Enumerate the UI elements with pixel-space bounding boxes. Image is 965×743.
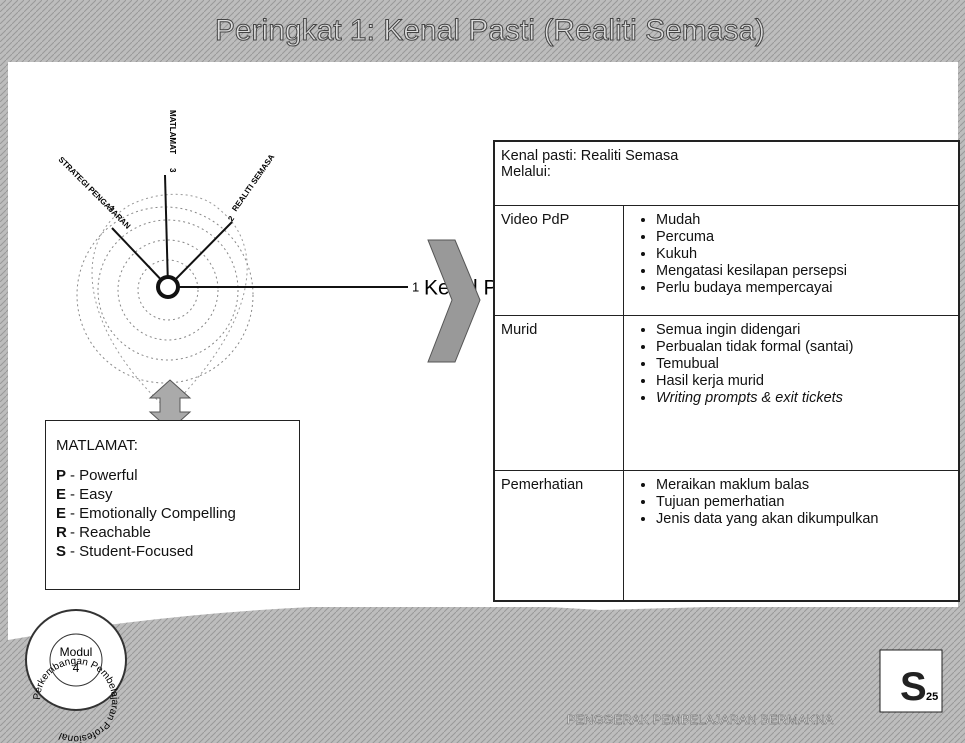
table-row: PemerhatianMeraikan maklum balasTujuan p… [494,470,959,601]
goal-text: - Emotionally Compelling [70,505,236,522]
bullet-item: Perlu budaya mempercayai [656,280,926,297]
module-badge: Perkembangan Pembelajaran Profesional Mo… [25,609,127,743]
bullet-item: Writing prompts & exit tickets [656,390,926,407]
spoke-number: 2 [226,214,236,223]
row-label: Pemerhatian [494,470,624,601]
goal-item: S- Student-Focused [56,542,289,561]
goal-letter: S [56,543,67,560]
goal-item: E- Easy [56,485,289,504]
bullet-list: Semua ingin didengariPerbualan tidak for… [630,322,952,407]
goal-text: - Reachable [70,524,151,541]
center-number: 1 [412,279,419,294]
table-header: Kenal pasti: Realiti Semasa Melalui: [494,141,959,206]
goal-letter: E [56,486,67,503]
spoke-label: MATLAMAT [168,110,177,154]
spoke-number: 3 [168,168,177,173]
svg-text:S: S [900,665,927,709]
target-center [156,275,180,299]
header-line: Kenal pasti: Realiti Semasa [501,148,679,164]
bullet-item: Hasil kerja murid [656,373,926,390]
table-row: Video PdPMudahPercumaKukuhMengatasi kesi… [494,205,959,316]
goal-text: - Powerful [70,467,138,484]
bullet-item: Temubual [656,356,926,373]
goal-box: MATLAMAT: P- Powerful E - Easy E - Emotional… [45,420,300,590]
table: Kenal pasti: Realiti Semasa Melalui: Vid… [494,141,959,601]
table-header-row: Kenal pasti: Realiti Semasa Melalui: [494,141,959,206]
row-label: Murid [494,315,624,471]
goal-text: - Student-Focused [70,543,194,560]
bullet-item: Semua ingin didengari [656,322,926,339]
goal-item: E- Emotionally Compelling [56,504,289,523]
bullet-item: Kukuh [656,246,926,263]
header-line: Melalui: [501,164,551,180]
row-label: Video PdP [494,205,624,316]
table-body: Kenal pasti: Realiti Semasa Melalui: Vid… [494,141,959,601]
bullet-item: Mudah [656,212,926,229]
bullet-list: Meraikan maklum balasTujuan pemerhatianJ… [630,477,952,528]
goal-item: R- Reachable [56,523,289,542]
badge-label: Modul [60,645,93,659]
goal-letter: E [56,505,67,522]
badge-number: 4 [73,661,80,675]
footer-logo: S 25 [879,649,943,713]
goal-text: - Easy [70,486,113,503]
bullet-item: Jenis data yang akan dikumpulkan [656,511,926,528]
footer-text: PENGGERAK PEMBELAJARAN BERMAKNA [567,712,834,727]
goal-item: P- Powerful [56,466,289,485]
logo-number: 25 [926,691,938,703]
row-items: MudahPercumaKukuhMengatasi kesilapan per… [623,205,959,316]
bullet-item: Mengatasi kesilapan persepsi [656,263,926,280]
spoke-number: 4 [107,203,117,213]
row-items: Meraikan maklum balasTujuan pemerhatianJ… [623,470,959,601]
chevron-arrow [427,239,481,363]
bullet-item: Perbualan tidak formal (santai) [656,339,926,356]
spokes [111,174,408,288]
table-row: MuridSemua ingin didengariPerbualan tida… [494,315,959,471]
goal-title: MATLAMAT: [56,437,138,454]
goal-items: P- Powerful E - Easy E - Emotionally Compell… [56,466,289,561]
bullet-item: Percuma [656,229,926,246]
bullet-list: MudahPercumaKukuhMengatasi kesilapan per… [630,212,952,297]
title: Peringkat 1: Kenal Pasti (Realiti Semasa… [215,14,765,47]
method-table: Kenal pasti: Realiti Semasa Melalui: Vid… [493,140,960,602]
row-items: Semua ingin didengariPerbualan tidak for… [623,315,959,471]
goal-letter: P [56,467,67,484]
goal-letter: R [56,524,67,541]
bullet-item: Meraikan maklum balas [656,477,926,494]
bullet-item: Tujuan pemerhatian [656,494,926,511]
